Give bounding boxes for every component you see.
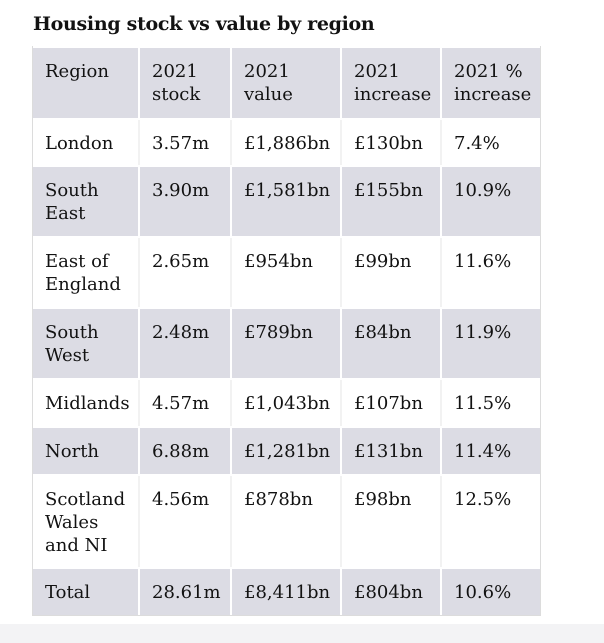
cell-increase: £84bn <box>342 309 442 378</box>
table-total-row: Total 28.61m £8,411bn £804bn 10.6% <box>33 567 540 615</box>
cell-pct-increase: 10.9% <box>454 180 512 201</box>
cell-increase: £131bn <box>342 428 442 474</box>
header-pct-increase: 2021 % increase <box>454 61 532 105</box>
cell-increase: £107bn <box>342 380 442 426</box>
cell-region: East of England <box>33 238 140 307</box>
cell-stock: 6.88m <box>140 428 232 474</box>
cell-stock: 28.61m <box>140 569 232 615</box>
header-value: 2021 value <box>232 48 342 118</box>
cell-value: £789bn <box>232 309 342 378</box>
cell-value: £1,581bn <box>232 167 342 236</box>
cell-stock: 4.57m <box>140 380 232 426</box>
cell-pct-increase: 11.6% <box>454 251 512 272</box>
cell-region: South East <box>33 167 140 236</box>
header-increase: 2021 increase <box>342 48 442 118</box>
cell-region: Midlands <box>33 380 140 426</box>
cell-increase: £130bn <box>342 120 442 165</box>
cell-pct-increase: 11.9% <box>454 322 512 343</box>
header-region: Region <box>33 48 140 118</box>
cell-region: Scotland Wales and NI <box>33 476 140 567</box>
cell-stock: 3.90m <box>140 167 232 236</box>
table-row: Midlands 4.57m £1,043bn £107bn 11.5% <box>33 378 540 426</box>
cell-region: South West <box>33 309 140 378</box>
cell-increase: £155bn <box>342 167 442 236</box>
cell-value: £1,281bn <box>232 428 342 474</box>
cell-value: £8,411bn <box>232 569 342 615</box>
table-row: South East 3.90m £1,581bn £155bn 10.9% <box>33 165 540 236</box>
table-row: London 3.57m £1,886bn £130bn 7.4% <box>33 118 540 165</box>
table-row: East of England 2.65m £954bn £99bn 11.6% <box>33 236 540 307</box>
cell-value: £954bn <box>232 238 342 307</box>
cell-pct-increase: 12.5% <box>454 489 512 510</box>
table-row: South West 2.48m £789bn £84bn 11.9% <box>33 307 540 378</box>
cell-value: £1,043bn <box>232 380 342 426</box>
table-title: Housing stock vs value by region <box>33 13 375 35</box>
table-header-row: Region 2021 stock 2021 value 2021 increa… <box>33 46 540 118</box>
header-stock: 2021 stock <box>140 48 232 118</box>
cell-region: Total <box>33 569 140 615</box>
footer-strip <box>0 624 604 643</box>
cell-region: North <box>33 428 140 474</box>
cell-value: £878bn <box>232 476 342 567</box>
cell-value: £1,886bn <box>232 120 342 165</box>
cell-increase: £99bn <box>342 238 442 307</box>
cell-region: London <box>33 120 140 165</box>
data-table: Region 2021 stock 2021 value 2021 increa… <box>32 46 541 616</box>
cell-increase: £804bn <box>342 569 442 615</box>
cell-increase: £98bn <box>342 476 442 567</box>
cell-stock: 3.57m <box>140 120 232 165</box>
cell-pct-increase: 11.4% <box>454 441 512 462</box>
cell-pct-increase: 10.6% <box>454 582 512 603</box>
cell-stock: 2.48m <box>140 309 232 378</box>
cell-pct-increase: 11.5% <box>454 393 512 414</box>
cell-stock: 2.65m <box>140 238 232 307</box>
cell-pct-increase: 7.4% <box>454 133 500 154</box>
cell-stock: 4.56m <box>140 476 232 567</box>
table-row: North 6.88m £1,281bn £131bn 11.4% <box>33 426 540 474</box>
table-row: Scotland Wales and NI 4.56m £878bn £98bn… <box>33 474 540 567</box>
